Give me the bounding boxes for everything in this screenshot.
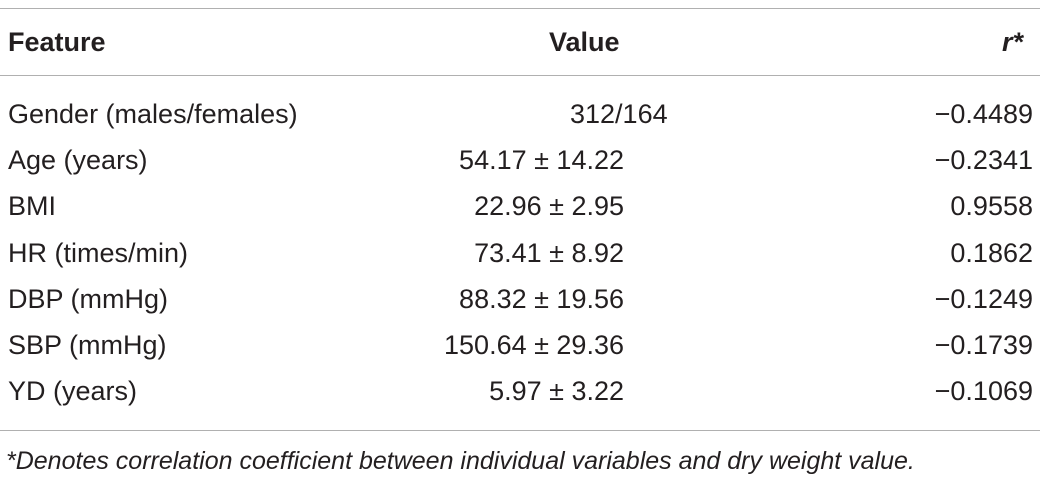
- row-value: 312/164: [570, 99, 668, 129]
- header-feature: Feature: [8, 27, 106, 57]
- row-feature: HR (times/min): [8, 238, 188, 268]
- row-r: −0.1069: [934, 376, 1033, 406]
- row-value: 73.41 ± 8.92: [474, 238, 624, 268]
- header-r: r*: [1001, 27, 1023, 57]
- row-r: 0.9558: [950, 191, 1033, 221]
- row-r: −0.1739: [934, 330, 1033, 360]
- row-feature: DBP (mmHg): [8, 284, 169, 314]
- row-r: −0.1249: [934, 284, 1033, 314]
- row-feature: Age (years): [8, 145, 148, 175]
- table-footnote: *Denotes correlation coefficient between…: [6, 447, 915, 475]
- row-feature: BMI: [8, 191, 57, 221]
- row-value: 88.32 ± 19.56: [459, 284, 624, 314]
- row-value: 54.17 ± 14.22: [459, 145, 624, 175]
- row-feature: Gender (males/females): [8, 99, 298, 129]
- table-header-rule: [0, 75, 1040, 76]
- row-r: −0.2341: [934, 145, 1033, 175]
- row-feature: SBP (mmHg): [8, 330, 167, 360]
- header-value: Value: [549, 27, 620, 57]
- row-value: 150.64 ± 29.36: [444, 330, 624, 360]
- row-value: 5.97 ± 3.22: [489, 376, 624, 406]
- row-feature: YD (years): [8, 376, 138, 406]
- table-bottom-rule: [0, 430, 1040, 431]
- row-r: −0.4489: [934, 99, 1033, 129]
- row-value: 22.96 ± 2.95: [474, 191, 624, 221]
- row-r: 0.1862: [950, 238, 1033, 268]
- table-top-rule: [0, 8, 1040, 9]
